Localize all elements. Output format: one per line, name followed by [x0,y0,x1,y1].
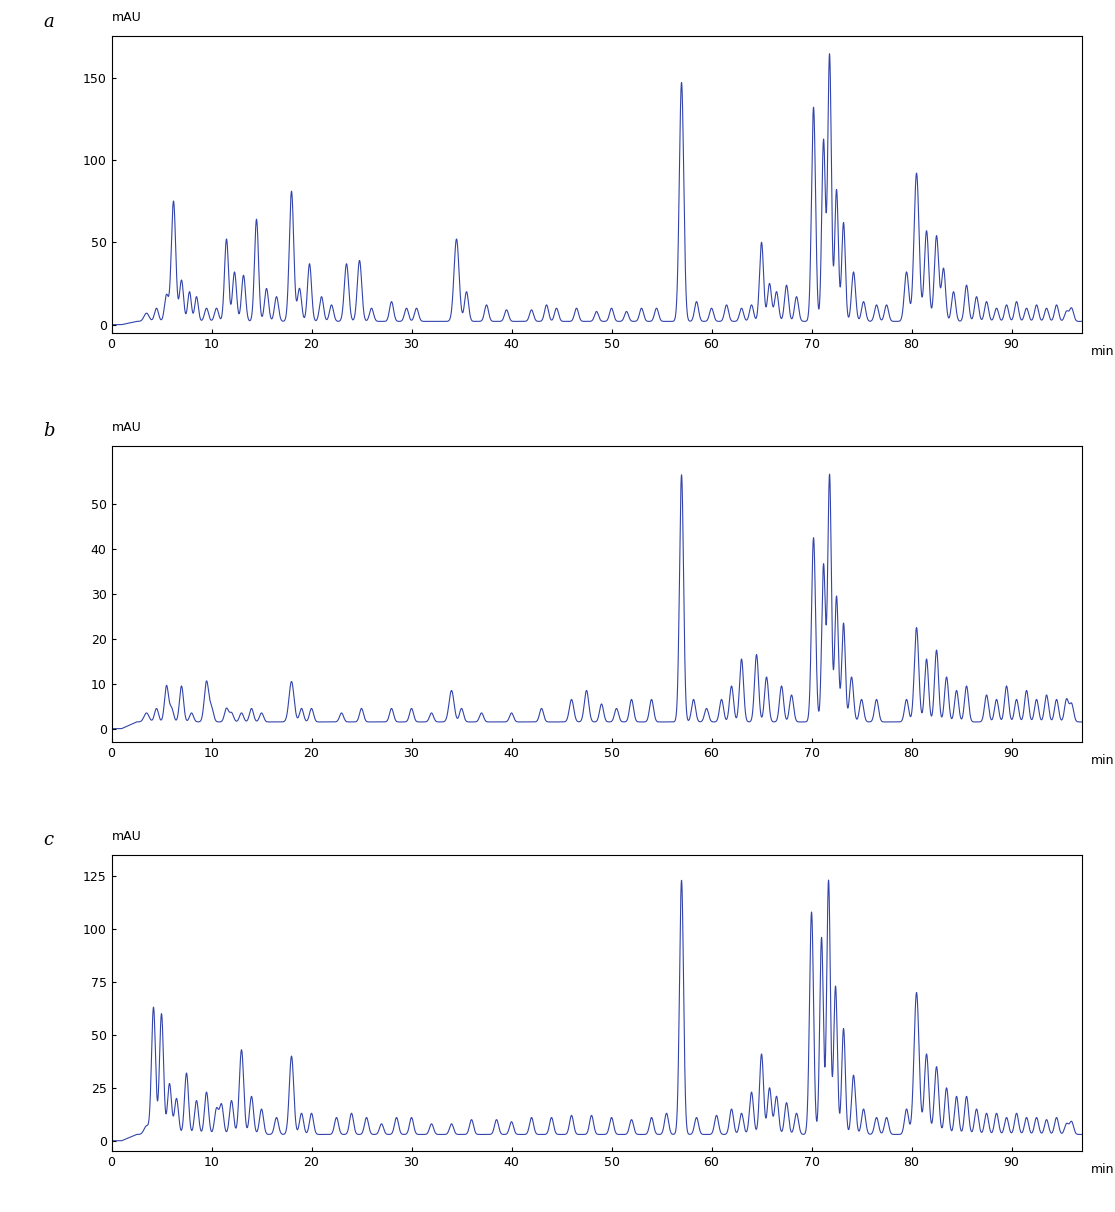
Text: a: a [43,12,55,30]
Text: min: min [1092,754,1115,767]
Text: min: min [1092,1164,1115,1177]
Text: b: b [43,422,55,440]
Text: c: c [43,831,54,850]
Text: mAU: mAU [112,830,142,844]
Text: min: min [1092,344,1115,358]
Text: mAU: mAU [112,11,142,24]
Text: mAU: mAU [112,421,142,434]
